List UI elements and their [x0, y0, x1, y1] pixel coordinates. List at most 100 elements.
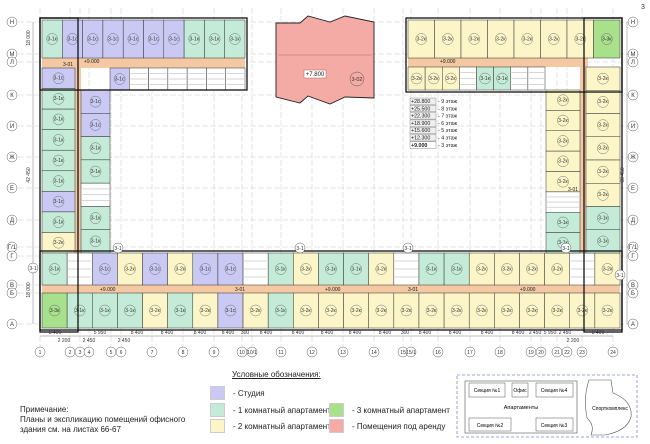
- unit-label: 3-1к: [351, 266, 361, 272]
- unit-tag-circle: [229, 33, 241, 45]
- unit-tag-circle: [107, 33, 119, 45]
- axis-bubble: [627, 250, 639, 262]
- floor-level-box: [409, 126, 437, 134]
- unit-label: 3-1к: [190, 36, 200, 42]
- unit-tag-circle: [548, 33, 560, 45]
- dimension-label: 8 400: [379, 330, 392, 336]
- unit-tag-circle: [410, 72, 423, 85]
- unit-label: 3-1к: [50, 266, 60, 272]
- row-axis-label: Д: [10, 218, 14, 224]
- legend-label: - 2 комнатный апартамент: [233, 421, 331, 431]
- unit-tag-circle: [496, 72, 508, 85]
- unit-label: 3-2к: [377, 266, 387, 272]
- apartment-unit: [434, 19, 462, 59]
- row-axis-label: Г/1: [8, 245, 17, 251]
- apartment-unit: [192, 252, 219, 286]
- column-axis-label: 2: [69, 350, 72, 356]
- axis-bubble: [208, 346, 220, 358]
- dimension-label: 2 450: [83, 338, 96, 344]
- unit-tag-circle: [557, 135, 569, 147]
- column-axis-label: 15: [400, 350, 406, 356]
- axis-bubble: [627, 318, 639, 330]
- row-axis-label: Л: [10, 60, 14, 66]
- row-axis-label: И: [10, 124, 14, 130]
- section-tag-circle: [614, 269, 626, 281]
- unit-label: 3-2к: [201, 308, 211, 314]
- unit-tag-circle: [46, 33, 58, 45]
- unit-label: 3-1с: [54, 76, 64, 82]
- dimension-label: 300: [401, 330, 410, 336]
- unit-tag-circle: [400, 304, 413, 317]
- floor-level-box: [409, 141, 437, 149]
- corridor-level: +9.000: [325, 287, 341, 293]
- unit-tag-circle: [495, 33, 507, 45]
- unit-tag-circle: [224, 263, 237, 275]
- unit-label: 3-2к: [578, 308, 588, 314]
- unit-tag-circle: [597, 212, 609, 224]
- unit-tag-circle: [48, 304, 61, 317]
- dimension-label: 2 450: [529, 330, 542, 336]
- unit-tag-circle: [275, 304, 287, 317]
- dimension-label: 8 400: [161, 330, 174, 336]
- unit-label: 3-2к: [598, 169, 608, 175]
- dimension-label: 8 400: [222, 330, 235, 336]
- unit-tag-circle: [325, 263, 337, 275]
- apartment-unit: [217, 252, 244, 286]
- section-code: 3-1: [29, 266, 36, 272]
- unit-label: 3-2к: [125, 266, 135, 272]
- dimension-label: 5 950: [94, 330, 107, 336]
- unit-tag-circle: [576, 304, 589, 317]
- unit-tag-circle: [89, 119, 102, 131]
- column-axis-label: 5: [110, 350, 113, 356]
- row-axis-label: Ж: [9, 155, 15, 161]
- unit-label: 3-1к: [598, 215, 608, 221]
- dimension-label: 2 450: [559, 330, 572, 336]
- row-axis-label: Б: [10, 291, 14, 297]
- unit-label: 3-2к: [351, 308, 361, 314]
- unit-tag-circle: [325, 304, 337, 317]
- unit-label: 3-1к: [54, 219, 64, 225]
- unit-label: 3-2к: [452, 308, 462, 314]
- row-axis-label: Ж: [630, 155, 636, 161]
- rent-room-code: 3-02: [351, 77, 362, 83]
- unit-label: 3-1с: [54, 199, 64, 205]
- note: Примечание: Планы и экспликацию помещени…: [20, 405, 185, 435]
- axis-bubble: [6, 151, 18, 163]
- axis-bubble: [6, 89, 18, 101]
- column-axis-label: 23: [579, 350, 585, 356]
- unit-tag-circle: [89, 235, 102, 248]
- axis-bubble: [627, 120, 639, 132]
- unit-tag-circle: [147, 33, 160, 45]
- floor-level-value: +25.500: [411, 106, 430, 112]
- unit-tag-circle: [52, 195, 65, 208]
- axis-bubble: [432, 346, 444, 358]
- row-axis-label: Н: [10, 20, 14, 26]
- apartment-unit: [192, 292, 219, 329]
- unit-tag-circle: [601, 33, 613, 45]
- unit-label: 3-2к: [301, 308, 311, 314]
- axis-bubble: [627, 56, 639, 68]
- section-tag-circle: [402, 242, 414, 254]
- apartment-unit: [142, 292, 168, 329]
- axis-bubble: [494, 346, 506, 358]
- unit-label: 3-1с: [150, 266, 160, 272]
- floor-level-value: +12.300: [411, 136, 430, 142]
- unit-label: 3-2к: [598, 99, 608, 105]
- unit-tag-circle: [442, 33, 454, 45]
- unit-tag-circle: [597, 235, 609, 248]
- key-section-4: Секция №4: [541, 388, 568, 394]
- floor-plan: Н НМ МЛ ЛК КИ ИЖ ЖЕ ЕД ДГ/1 Г/1Г ГВ ВБ БА А1 2 3 4 5 6 7 8 9 1…: [6, 4, 645, 358]
- corridor-level: +9.000: [440, 59, 456, 65]
- unit-tag-circle: [574, 33, 586, 45]
- axis-bubble: [115, 346, 127, 358]
- unit-tag-circle: [597, 72, 609, 85]
- unit-tag-circle: [249, 304, 262, 317]
- floor-level-name: - 9 этаж: [438, 99, 458, 105]
- floor-level-value: +18.900: [411, 121, 430, 127]
- unit-label: 3-1к: [91, 169, 101, 175]
- unit-tag-circle: [450, 304, 463, 317]
- axis-bubble: [337, 346, 349, 358]
- unit-label: 3-3к: [602, 36, 612, 42]
- stair-code: 3-01: [568, 187, 578, 193]
- unit-tag-circle: [350, 304, 362, 317]
